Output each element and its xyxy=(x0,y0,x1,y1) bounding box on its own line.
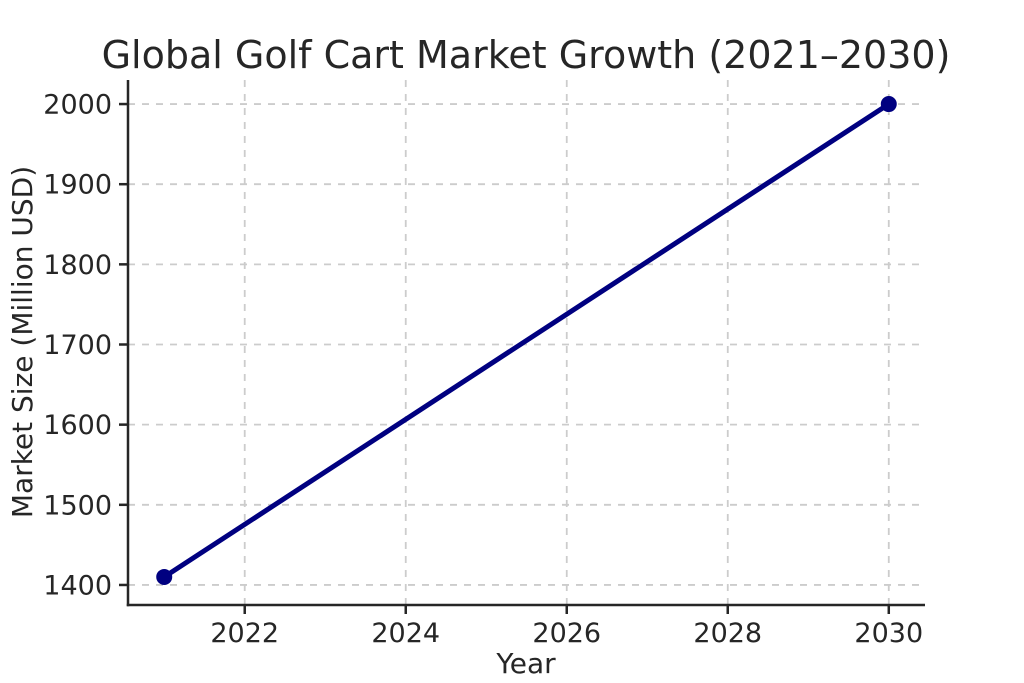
x-tick-label: 2030 xyxy=(854,618,923,649)
y-tick-label: 1800 xyxy=(43,250,112,281)
data-point-2030 xyxy=(880,96,897,113)
y-tick-label: 1700 xyxy=(43,330,112,361)
x-axis-label: Year xyxy=(495,647,556,680)
y-axis-label: Market Size (Million USD) xyxy=(6,166,39,518)
data-point-2021 xyxy=(156,568,173,585)
y-tick-label: 1600 xyxy=(43,410,112,441)
y-tick-label: 1900 xyxy=(43,170,112,201)
y-tick-label: 1400 xyxy=(43,570,112,601)
tick-labels: 1400 1500 1600 1700 1800 1900 2000 2022 2024 2026… xyxy=(43,90,923,649)
x-tick-label: 2028 xyxy=(693,618,762,649)
y-tick-label: 2000 xyxy=(43,90,112,121)
y-tick-label: 1500 xyxy=(43,490,112,521)
data-line xyxy=(161,101,892,580)
axis-ticks xyxy=(119,102,891,614)
x-tick-label: 2022 xyxy=(210,618,279,649)
data-series xyxy=(156,96,897,585)
chart-title: Global Golf Cart Market Growth (2021–203… xyxy=(102,33,951,77)
x-tick-label: 2026 xyxy=(532,618,601,649)
x-tick-label: 2024 xyxy=(371,618,440,649)
axes-spines xyxy=(126,80,925,607)
gridlines xyxy=(128,80,925,605)
